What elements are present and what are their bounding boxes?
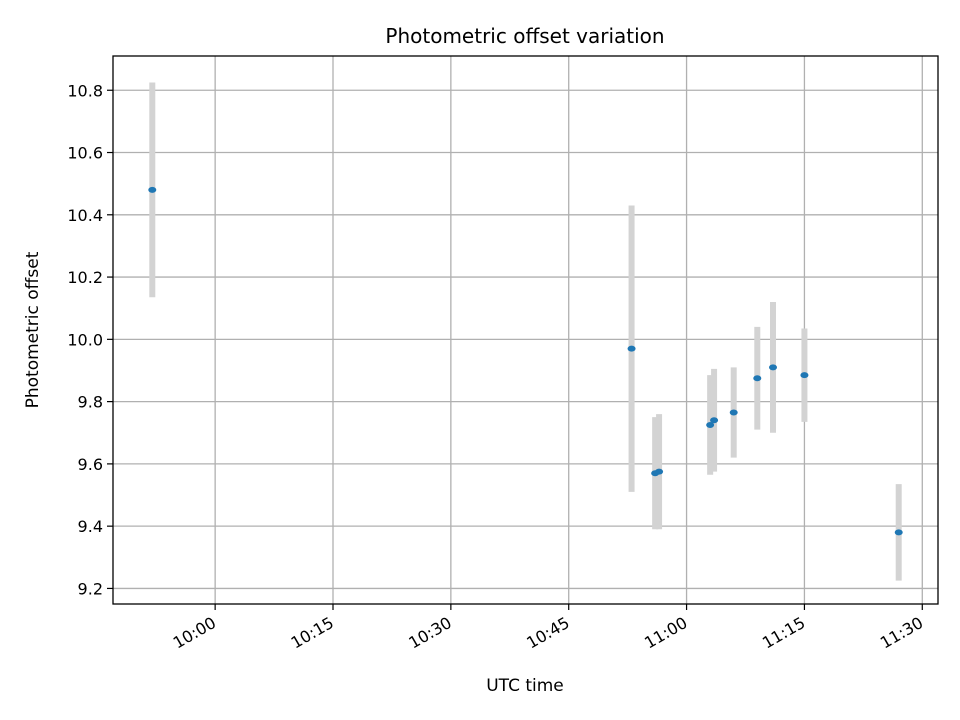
data-point (894, 529, 903, 536)
data-point (706, 421, 715, 428)
data-point (753, 375, 762, 382)
data-point (148, 186, 157, 193)
data-point (800, 372, 809, 379)
x-tick-label: 10:15 (288, 613, 337, 653)
y-tick-label: 9.6 (78, 455, 103, 474)
grid (113, 56, 938, 604)
x-tick-label: 11:30 (877, 613, 926, 653)
x-tick-label: 11:15 (759, 613, 808, 653)
y-tick-label: 10.4 (67, 206, 103, 225)
error-bars (149, 82, 902, 581)
y-tick-label: 9.4 (78, 517, 103, 536)
y-tick-label: 10.0 (67, 330, 103, 349)
x-tick-label: 11:00 (641, 613, 690, 653)
data-point (769, 364, 777, 371)
y-tick-label: 10.6 (67, 144, 103, 163)
x-axis-ticks: 10:00 10:15 10:30 10:45 11:00 11:15 11:30 (170, 604, 926, 653)
y-axis-label: Photometric offset (23, 251, 43, 408)
data-point (710, 417, 719, 424)
x-tick-label: 10:00 (170, 613, 219, 653)
data-point (655, 468, 664, 475)
chart-title: Photometric offset variation (385, 24, 664, 48)
y-tick-label: 9.8 (78, 393, 103, 412)
x-tick-label: 10:45 (523, 613, 572, 653)
x-axis-label: UTC time (486, 676, 564, 696)
data-point (729, 409, 738, 416)
data-point (627, 345, 636, 352)
y-tick-label: 9.2 (78, 579, 103, 598)
y-axis-ticks: 9.2 9.4 9.6 9.8 10.0 10.2 10.4 10.6 10.8 (67, 81, 113, 598)
x-tick-label: 10:30 (405, 613, 454, 653)
y-tick-label: 10.8 (67, 81, 103, 100)
y-tick-label: 10.2 (67, 268, 103, 287)
data-points (148, 186, 903, 536)
plot-frame (112, 55, 939, 605)
